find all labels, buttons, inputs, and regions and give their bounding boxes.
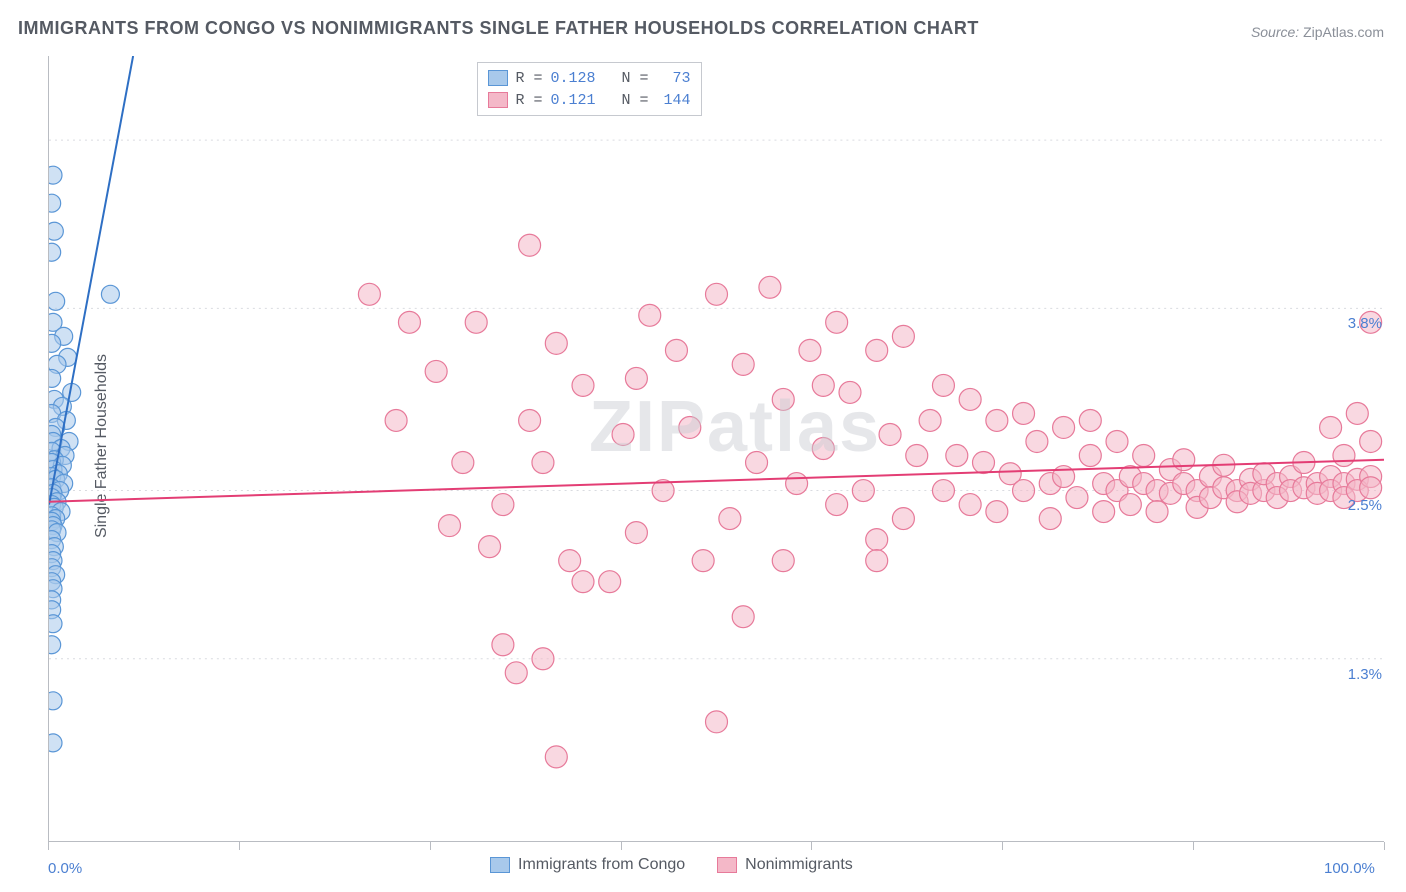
correlation-legend-row: R = 0.128 N = 73 (488, 67, 691, 89)
legend-r-label: R = (516, 70, 543, 87)
legend-swatch (488, 92, 508, 108)
series-legend-label: Nonimmigrants (745, 856, 853, 874)
series-legend-item: Immigrants from Congo (490, 856, 685, 874)
x-tick (1193, 842, 1194, 850)
x-tick (621, 842, 622, 850)
legend-r-label: R = (516, 92, 543, 109)
x-tick (48, 842, 49, 850)
legend-r-value: 0.128 (551, 70, 596, 87)
x-tick (239, 842, 240, 850)
x-tick (811, 842, 812, 850)
x-tick-label: 0.0% (48, 860, 82, 877)
correlation-legend-row: R = 0.121 N = 144 (488, 89, 691, 111)
series-legend-item: Nonimmigrants (717, 856, 853, 874)
x-tick-label: 100.0% (1324, 860, 1375, 877)
legend-n-label: N = (604, 70, 649, 87)
source-attribution: Source: ZipAtlas.com (1251, 24, 1384, 40)
legend-swatch (717, 857, 737, 873)
y-tick-label: 1.3% (1322, 666, 1382, 683)
legend-n-value: 73 (657, 70, 691, 87)
y-tick-label: 3.8% (1322, 315, 1382, 332)
legend-n-value: 144 (657, 92, 691, 109)
x-tick (1002, 842, 1003, 850)
correlation-legend: R = 0.128 N = 73R = 0.121 N = 144 (477, 62, 702, 116)
legend-swatch (490, 857, 510, 873)
legend-r-value: 0.121 (551, 92, 596, 109)
legend-n-label: N = (604, 92, 649, 109)
y-tick-label: 2.5% (1322, 497, 1382, 514)
chart-title: IMMIGRANTS FROM CONGO VS NONIMMIGRANTS S… (18, 18, 979, 39)
plot-area: ZIPatlas R = 0.128 N = 73R = 0.121 N = 1… (48, 56, 1384, 842)
source-label: Source: (1251, 24, 1299, 40)
scatter-svg (49, 56, 1384, 841)
x-tick (430, 842, 431, 850)
series-legend-label: Immigrants from Congo (518, 856, 685, 874)
x-tick (1384, 842, 1385, 850)
source-value: ZipAtlas.com (1303, 24, 1384, 40)
series-legend: Immigrants from Congo Nonimmigrants (490, 856, 853, 874)
legend-swatch (488, 70, 508, 86)
